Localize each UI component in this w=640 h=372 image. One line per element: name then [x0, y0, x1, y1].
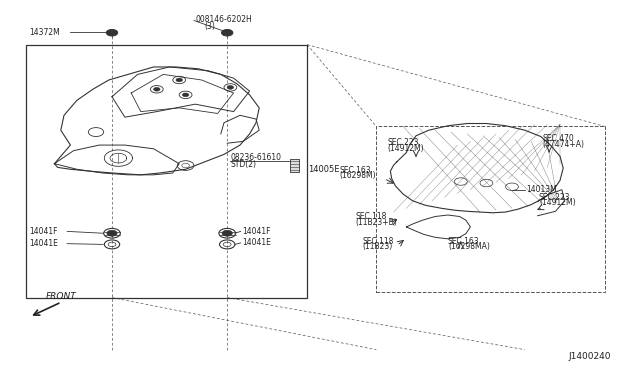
- Bar: [376, 126, 605, 292]
- Text: (16298M): (16298M): [339, 171, 376, 180]
- Circle shape: [182, 93, 189, 97]
- Text: 008146-6202H: 008146-6202H: [195, 15, 252, 24]
- Circle shape: [176, 78, 182, 82]
- Text: 14041F: 14041F: [242, 227, 271, 236]
- Text: STD(2): STD(2): [230, 160, 257, 169]
- Bar: [290, 159, 299, 172]
- Text: FRONT: FRONT: [46, 292, 77, 301]
- Text: SEC.118: SEC.118: [362, 237, 394, 246]
- Text: 14372M: 14372M: [29, 28, 60, 37]
- Text: J1400240: J1400240: [569, 352, 611, 361]
- Circle shape: [107, 230, 117, 236]
- Bar: [26, 45, 307, 298]
- Text: 14041E: 14041E: [242, 238, 271, 247]
- Text: (47474+A): (47474+A): [543, 140, 585, 149]
- Text: SEC.163: SEC.163: [339, 166, 371, 175]
- Circle shape: [221, 29, 233, 36]
- Text: 14041F: 14041F: [29, 227, 58, 236]
- Text: SEC.470: SEC.470: [543, 134, 575, 143]
- Text: SEC.163: SEC.163: [448, 237, 479, 246]
- Circle shape: [154, 87, 160, 91]
- Circle shape: [106, 29, 118, 36]
- Text: 14041E: 14041E: [29, 239, 58, 248]
- Text: 08236-61610: 08236-61610: [230, 153, 282, 162]
- Text: 14013M: 14013M: [526, 185, 557, 194]
- Text: (14912M): (14912M): [539, 198, 575, 207]
- Text: 14005E: 14005E: [308, 165, 340, 174]
- Text: (3): (3): [205, 22, 216, 31]
- Text: (16298MA): (16298MA): [448, 242, 490, 251]
- Circle shape: [227, 86, 234, 89]
- Text: SEC.118: SEC.118: [356, 212, 387, 221]
- Text: (14912M): (14912M): [388, 144, 424, 153]
- Text: (11B23+B): (11B23+B): [356, 218, 397, 227]
- Text: SEC.223: SEC.223: [388, 138, 419, 147]
- Text: SEC.223: SEC.223: [539, 193, 570, 202]
- Text: (11B23): (11B23): [362, 242, 392, 251]
- Circle shape: [222, 230, 232, 236]
